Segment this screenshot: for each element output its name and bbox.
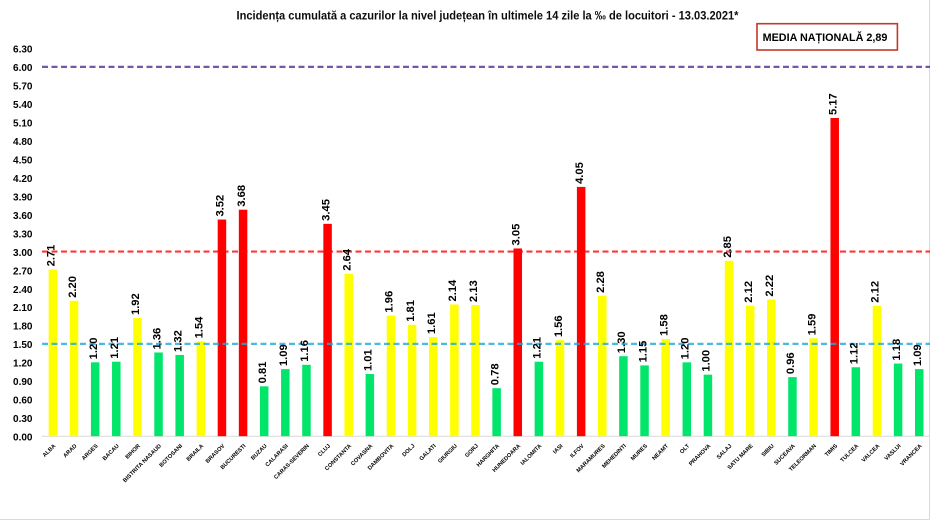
svg-text:3.00: 3.00 [13, 248, 33, 259]
svg-text:1.92: 1.92 [130, 293, 142, 315]
svg-text:3.30: 3.30 [13, 229, 33, 240]
svg-text:1.59: 1.59 [806, 314, 818, 336]
svg-text:5.40: 5.40 [13, 100, 33, 111]
svg-text:0.00: 0.00 [13, 433, 33, 444]
svg-text:0.96: 0.96 [785, 352, 797, 374]
svg-text:6.00: 6.00 [13, 63, 33, 74]
svg-text:1.50: 1.50 [13, 340, 33, 351]
svg-text:2.12: 2.12 [743, 281, 755, 303]
svg-text:1.15: 1.15 [637, 341, 649, 363]
svg-text:1.21: 1.21 [532, 337, 544, 359]
svg-text:5.70: 5.70 [13, 82, 33, 93]
svg-text:0.90: 0.90 [13, 377, 33, 388]
svg-text:1.80: 1.80 [13, 322, 33, 333]
svg-text:4.80: 4.80 [13, 137, 33, 148]
svg-text:2.13: 2.13 [468, 280, 480, 302]
svg-text:1.81: 1.81 [405, 300, 417, 322]
svg-text:1.96: 1.96 [384, 291, 396, 313]
svg-text:4.50: 4.50 [13, 156, 33, 167]
svg-text:1.09: 1.09 [912, 344, 924, 366]
svg-text:2.28: 2.28 [595, 271, 607, 293]
svg-text:1.12: 1.12 [849, 342, 861, 364]
svg-text:2.71: 2.71 [46, 245, 58, 267]
svg-text:3.52: 3.52 [215, 195, 227, 217]
svg-text:1.54: 1.54 [194, 316, 206, 339]
svg-text:1.32: 1.32 [172, 330, 184, 352]
svg-text:1.09: 1.09 [278, 344, 290, 366]
svg-text:2.12: 2.12 [870, 281, 882, 303]
svg-text:1.16: 1.16 [299, 340, 311, 362]
svg-text:1.18: 1.18 [891, 339, 903, 361]
svg-text:1.20: 1.20 [13, 359, 33, 370]
svg-text:3.45: 3.45 [320, 199, 332, 221]
svg-text:2.64: 2.64 [341, 248, 353, 271]
svg-text:1.20: 1.20 [680, 338, 692, 360]
svg-text:3.68: 3.68 [236, 185, 248, 207]
svg-text:4.05: 4.05 [574, 162, 586, 184]
svg-text:0.30: 0.30 [13, 414, 33, 425]
svg-text:2.70: 2.70 [13, 266, 33, 277]
svg-text:3.90: 3.90 [13, 193, 33, 204]
svg-text:5.17: 5.17 [827, 93, 839, 115]
svg-text:2.14: 2.14 [447, 279, 459, 302]
svg-text:MEDIA NAȚIONALĂ 2,89: MEDIA NAȚIONALĂ 2,89 [763, 31, 888, 44]
svg-text:1.61: 1.61 [426, 312, 438, 334]
svg-text:1.21: 1.21 [109, 337, 121, 359]
svg-text:2.40: 2.40 [13, 285, 33, 296]
svg-text:0.60: 0.60 [13, 396, 33, 407]
svg-text:1.00: 1.00 [701, 350, 713, 372]
svg-text:4.20: 4.20 [13, 174, 33, 185]
svg-text:6.30: 6.30 [13, 45, 33, 56]
svg-text:1.20: 1.20 [88, 338, 100, 360]
svg-text:2.20: 2.20 [67, 276, 79, 298]
svg-text:3.05: 3.05 [511, 224, 523, 246]
svg-text:3.60: 3.60 [13, 211, 33, 222]
svg-text:0.81: 0.81 [257, 362, 269, 384]
svg-text:5.10: 5.10 [13, 119, 33, 130]
svg-text:1.01: 1.01 [363, 349, 375, 371]
svg-text:1.36: 1.36 [151, 328, 163, 350]
svg-text:2.10: 2.10 [13, 303, 33, 314]
svg-text:2.85: 2.85 [722, 236, 734, 258]
svg-text:1.56: 1.56 [553, 315, 565, 337]
svg-text:0.78: 0.78 [489, 363, 501, 385]
svg-text:2.22: 2.22 [764, 275, 776, 297]
svg-text:1.58: 1.58 [658, 314, 670, 336]
svg-text:1.30: 1.30 [616, 331, 628, 353]
svg-text:Incidența cumulată a cazurilor: Incidența cumulată a cazurilor la nivel … [237, 11, 739, 23]
